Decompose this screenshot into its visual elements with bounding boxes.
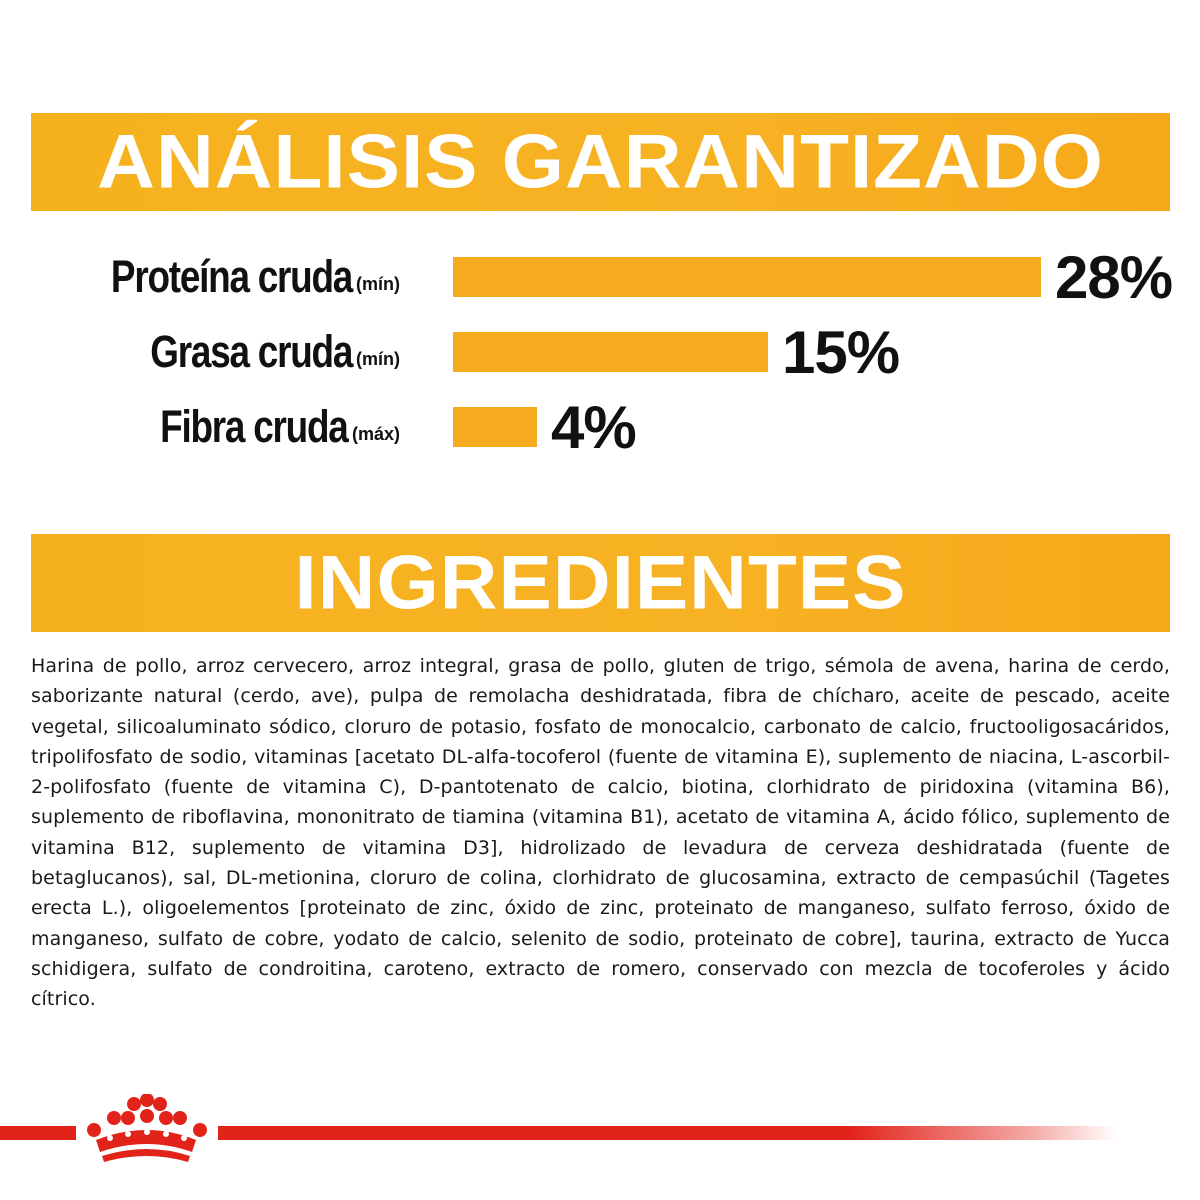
ingredients-banner: INGREDIENTES [31, 534, 1170, 632]
bar-value-label: 28% [1055, 243, 1173, 311]
category-label: Proteína cruda [110, 251, 353, 302]
crown-icon [87, 1094, 207, 1162]
ingredients-list: Harina de pollo, arroz cervecero, arroz … [31, 655, 1170, 1011]
ingredients-title: INGREDIENTES [294, 540, 907, 625]
chart-row-label: Grasa cruda (mín) [106, 322, 400, 382]
chart-row-fat: Grasa cruda (mín) 15% [0, 318, 1200, 386]
analysis-title: ANÁLISIS GARANTIZADO [97, 119, 1104, 204]
chart-row-label: Proteína cruda (mín) [58, 247, 400, 307]
analysis-banner: ANÁLISIS GARANTIZADO [31, 113, 1170, 211]
category-label: Fibra cruda [160, 401, 350, 452]
category-qualifier: (mín) [356, 348, 400, 369]
chart-bar [453, 332, 768, 372]
category-label: Grasa cruda [150, 326, 353, 377]
chart-bar [453, 257, 1041, 297]
footer-rule-left [0, 1126, 76, 1140]
chart-row-protein: Proteína cruda (mín) 28% [0, 243, 1200, 311]
category-qualifier: (mín) [356, 273, 400, 294]
footer-rule-right [218, 1126, 1118, 1140]
chart-row-fiber: Fibra cruda (máx) 4% [0, 393, 1200, 461]
chart-bar [453, 407, 537, 447]
bar-value-label: 4% [551, 393, 637, 461]
category-qualifier: (máx) [351, 423, 400, 444]
chart-row-label: Fibra cruda (máx) [119, 397, 400, 457]
bar-value-label: 15% [782, 318, 900, 386]
